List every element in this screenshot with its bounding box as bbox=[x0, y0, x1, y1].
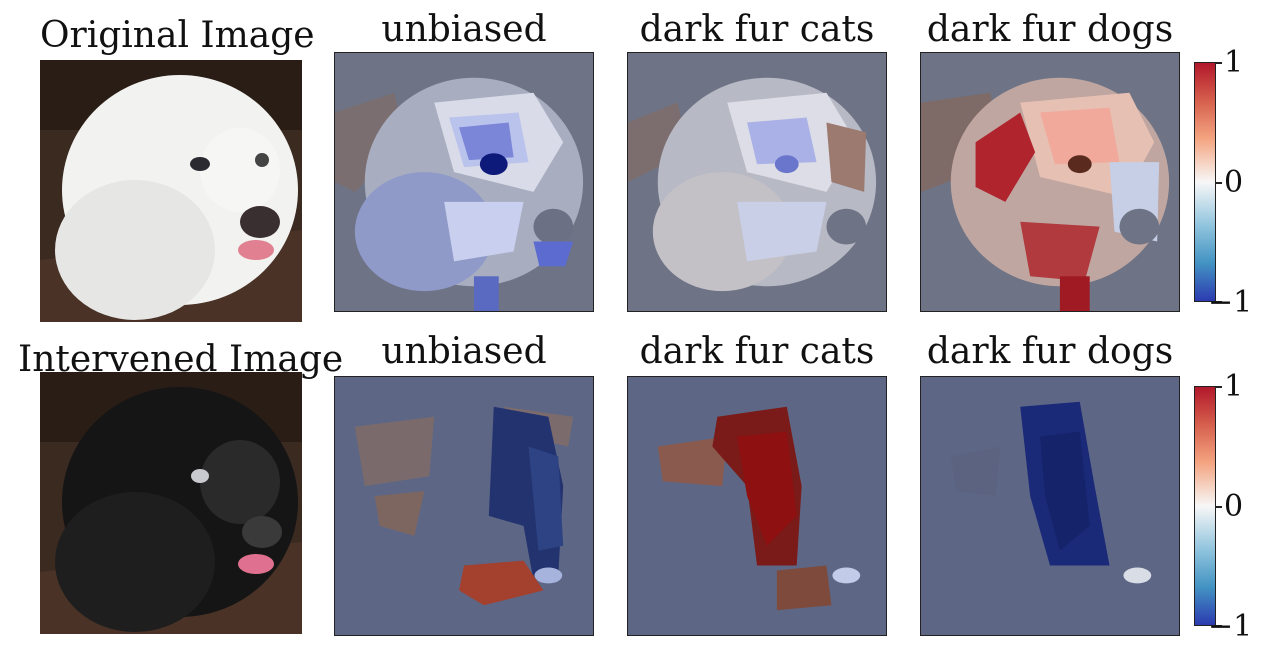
attribution-map-unbiased-original bbox=[334, 52, 594, 312]
attribution-map-dogs-original bbox=[920, 52, 1180, 312]
colorbar-top-tick-max bbox=[1216, 62, 1222, 64]
panel-title-cats-intervened: dark fur cats bbox=[639, 331, 875, 372]
panel-title-unbiased-intervened: unbiased bbox=[381, 331, 547, 372]
colorbar-top-min-label: −1 bbox=[1208, 285, 1253, 320]
panel-title-dogs-intervened: dark fur dogs bbox=[926, 331, 1174, 372]
original-dog-photo bbox=[40, 60, 302, 322]
colorbar-bottom-tick-min bbox=[1216, 625, 1222, 627]
colorbar-bottom-min-label: −1 bbox=[1208, 609, 1253, 644]
attribution-map-dogs-intervened bbox=[920, 376, 1180, 636]
colorbar-top-mid-label: 0 bbox=[1224, 165, 1244, 200]
colorbar-top-tick-min bbox=[1216, 301, 1222, 303]
colorbar-top bbox=[1194, 62, 1216, 302]
attribution-map-cats-original bbox=[627, 52, 887, 312]
panel-title-dogs-original: dark fur dogs bbox=[926, 9, 1174, 50]
colorbar-bottom-tick-mid bbox=[1216, 506, 1222, 508]
colorbar-top-max-label: 1 bbox=[1224, 45, 1244, 80]
panel-title-cats-original: dark fur cats bbox=[639, 9, 875, 50]
intervened-dog-photo bbox=[40, 372, 302, 634]
attribution-map-unbiased-intervened bbox=[334, 376, 594, 636]
colorbar-bottom-max-label: 1 bbox=[1224, 369, 1244, 404]
row-label-original: Original Image bbox=[40, 15, 315, 56]
attribution-map-cats-intervened bbox=[627, 376, 887, 636]
colorbar-bottom-tick-max bbox=[1216, 386, 1222, 388]
colorbar-bottom-mid-label: 0 bbox=[1224, 489, 1244, 524]
colorbar-bottom bbox=[1194, 386, 1216, 626]
colorbar-top-tick-mid bbox=[1216, 182, 1222, 184]
panel-title-unbiased-original: unbiased bbox=[381, 9, 547, 50]
